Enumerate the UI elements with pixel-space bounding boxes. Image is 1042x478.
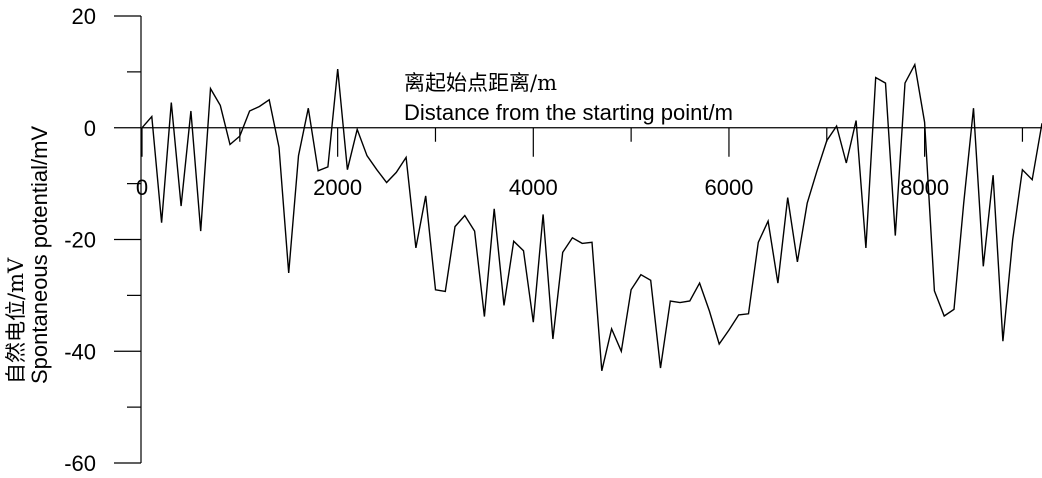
y-axis: -60 -40 -20 0 20 <box>64 4 142 476</box>
y-tick-label: 20 <box>72 4 96 29</box>
y-tick-label: -20 <box>64 228 96 253</box>
y-tick-label: -60 <box>64 451 96 476</box>
x-axis: 0 2000 4000 6000 8000 <box>136 127 1042 200</box>
x-tick-label: 6000 <box>704 175 753 200</box>
y-tick-label: -40 <box>64 339 96 364</box>
series-group <box>141 62 1042 371</box>
x-tick-label: 2000 <box>313 175 362 200</box>
series-line <box>141 62 1042 371</box>
x-axis-title-english: Distance from the starting point/m <box>404 100 733 125</box>
x-tick-label: 8000 <box>900 175 949 200</box>
y-axis-title-english: Spontaneous potential/mV <box>27 126 52 384</box>
x-axis-title-chinese: 离起始点距离/m <box>404 71 557 95</box>
y-tick-label: 0 <box>84 116 96 141</box>
y-axis-title-chinese: 自然电位/mV <box>4 257 28 384</box>
x-tick-label: 0 <box>136 175 148 200</box>
x-tick-label: 4000 <box>509 175 558 200</box>
